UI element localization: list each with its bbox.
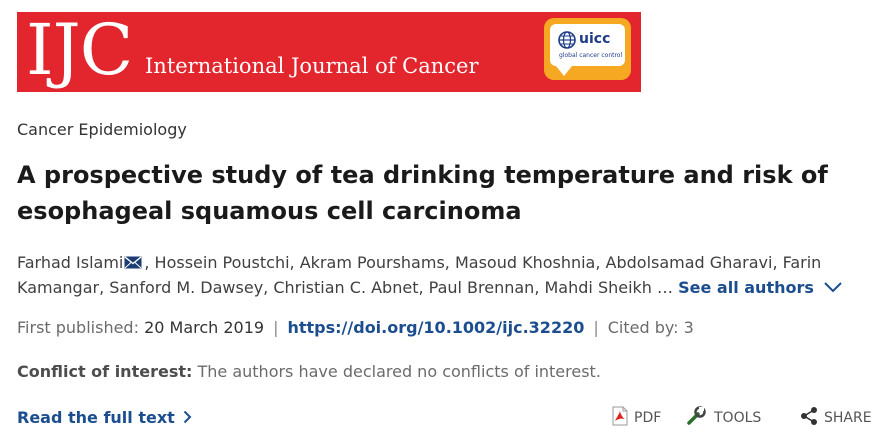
author-link[interactable]: Hossein Poustchi — [154, 253, 290, 272]
share-label: SHARE — [824, 410, 872, 426]
wrench-icon — [687, 406, 706, 425]
coi-label: Conflict of interest: — [17, 362, 193, 381]
uicc-subtitle: global cancer control — [559, 52, 623, 59]
share-button[interactable]: SHARE — [800, 406, 872, 426]
author-link[interactable]: Mahdi Sheikh — [544, 278, 652, 297]
article-section[interactable]: Cancer Epidemiology — [17, 120, 187, 139]
pdf-label: PDF — [634, 410, 662, 426]
first-published-date: 20 March 2019 — [144, 318, 265, 337]
read-full-text-label: Read the full text — [17, 408, 175, 427]
share-icon — [801, 407, 817, 425]
author-link[interactable]: Christian C. Abnet — [273, 278, 419, 297]
tools-label: TOOLS — [714, 410, 762, 426]
journal-banner[interactable]: IJC International Journal of Cancer uicc… — [17, 12, 641, 92]
envelope-icon[interactable] — [124, 256, 142, 269]
author-link[interactable]: Paul Brennan — [428, 278, 535, 297]
uicc-logo: uicc global cancer control — [544, 18, 631, 80]
read-full-text-link[interactable]: Read the full text — [17, 408, 192, 427]
cited-by-link[interactable]: Cited by: 3 — [607, 318, 694, 337]
author-link[interactable]: Akram Pourshams — [299, 253, 445, 272]
author-ellipsis: … — [657, 278, 674, 297]
chevron-right-icon — [183, 410, 192, 424]
chevron-down-icon[interactable] — [824, 282, 842, 293]
author-link[interactable]: Farin Kamangar — [17, 253, 822, 297]
doi-link[interactable]: https://doi.org/10.1002/ijc.32220 — [287, 318, 585, 337]
author-link[interactable]: Masoud Khoshnia — [454, 253, 596, 272]
pdf-icon — [612, 406, 628, 426]
globe-icon — [558, 31, 576, 49]
pdf-button[interactable]: PDF — [612, 406, 661, 426]
first-published-label: First published: — [17, 318, 139, 337]
article-title: A prospective study of tea drinking temp… — [17, 161, 828, 225]
coi-text: The authors have declared no conflicts o… — [197, 362, 601, 381]
uicc-wordmark: uicc — [579, 31, 611, 47]
publication-meta: First published: 20 March 2019 | https://d… — [17, 318, 694, 337]
journal-logo: IJC — [26, 12, 133, 91]
author-link[interactable]: Farhad Islami — [17, 253, 124, 272]
journal-title: International Journal of Cancer — [145, 54, 479, 78]
conflict-of-interest: Conflict of interest: The authors have d… — [17, 362, 601, 381]
author-link[interactable]: Abdolsamad Gharavi — [605, 253, 773, 272]
author-link[interactable]: Sanford M. Dawsey — [109, 278, 264, 297]
see-all-authors-link[interactable]: See all authors — [678, 278, 814, 297]
tools-button[interactable]: TOOLS — [686, 406, 761, 426]
author-list: Farhad Islami, Hossein Poustchi, Akram P… — [17, 250, 877, 300]
